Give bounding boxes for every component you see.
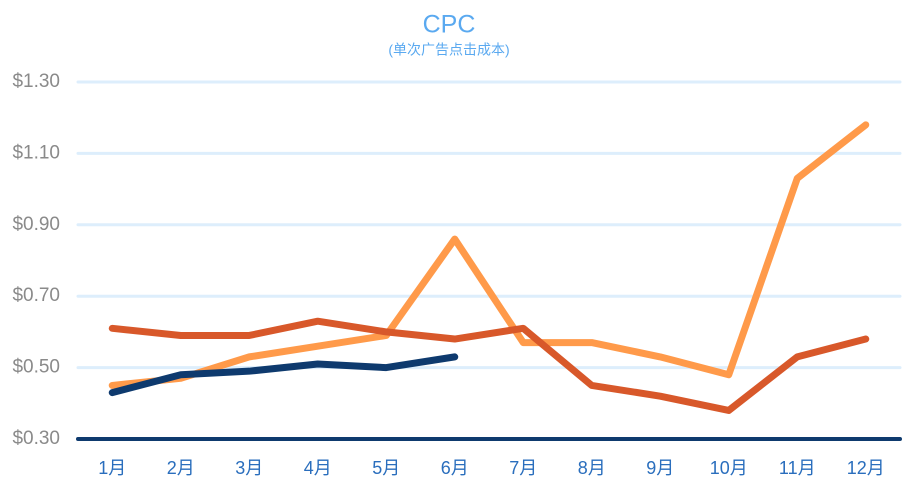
x-tick-label: 6月: [441, 458, 469, 478]
x-tick-label: 11月: [779, 458, 816, 478]
series-line: [108, 121, 870, 389]
x-tick-label: 12月: [847, 458, 885, 478]
y-tick-label: $0.50: [12, 357, 60, 378]
x-tick-label: 5月: [372, 458, 400, 478]
x-tick-label: 8月: [578, 458, 606, 478]
x-tick-label: 10月: [710, 458, 748, 478]
x-tick-label: 7月: [509, 458, 537, 478]
series-line: [108, 317, 870, 414]
x-tick-label: 9月: [646, 458, 674, 478]
x-tick-label: 3月: [235, 458, 263, 478]
chart-subtitle: (单次广告点击成本): [388, 42, 509, 58]
y-tick-label: $0.30: [12, 428, 60, 449]
y-tick-label: $0.70: [12, 285, 60, 306]
x-tick-label: 2月: [167, 458, 195, 478]
x-tick-label: 1月: [98, 458, 126, 478]
series-line: [108, 353, 459, 397]
y-tick-label: $1.10: [12, 142, 60, 163]
chart-title: CPC: [423, 11, 476, 39]
y-tick-label: $1.30: [12, 71, 60, 92]
y-tick-label: $0.90: [12, 214, 60, 235]
x-tick-label: 4月: [304, 458, 332, 478]
